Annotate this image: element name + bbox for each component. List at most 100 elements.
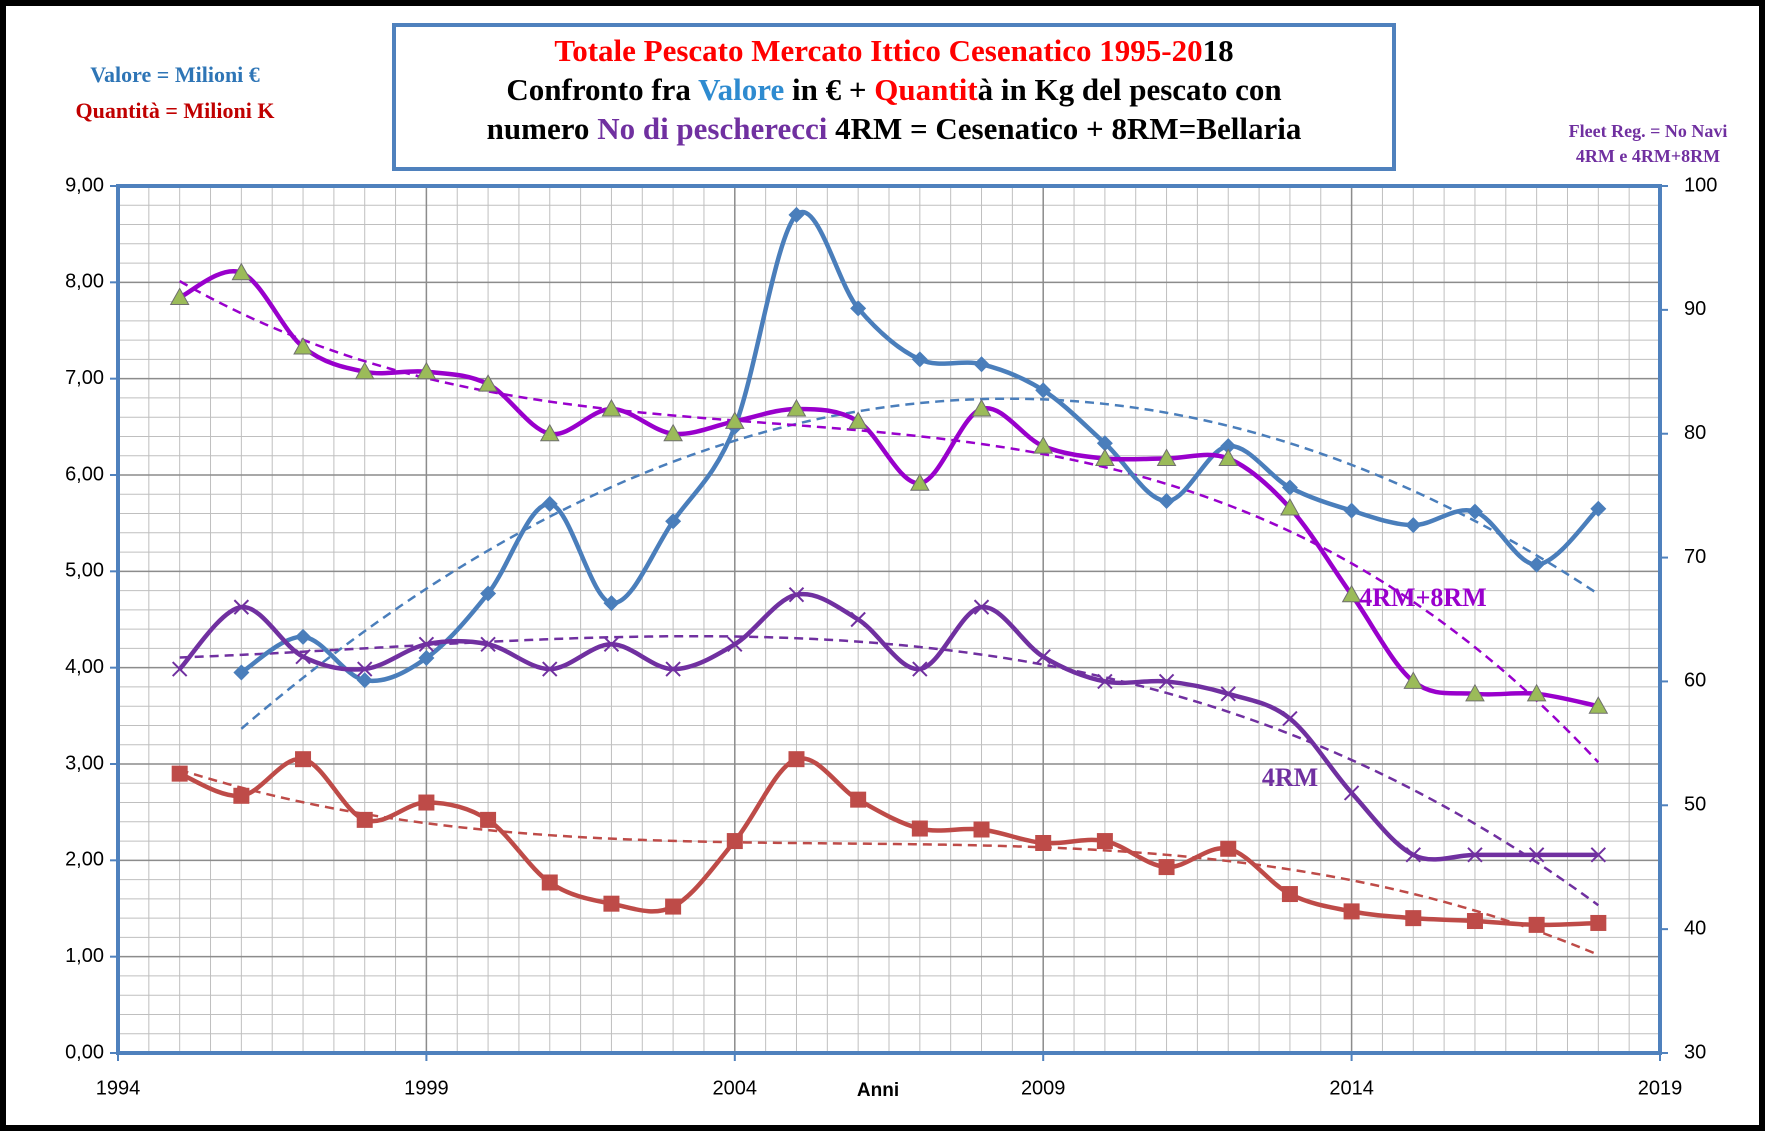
marker <box>973 821 990 838</box>
marker <box>1343 785 1360 801</box>
x-tick-label: 2019 <box>1638 1077 1683 1099</box>
y-tick-label: 4,00 <box>65 656 104 678</box>
marker <box>909 473 930 491</box>
y2-tick-label: 90 <box>1684 298 1706 320</box>
y-tick-label: 2,00 <box>65 849 104 871</box>
title-segment: 18 <box>1203 33 1234 68</box>
marker <box>1220 686 1236 702</box>
marker <box>233 599 250 615</box>
marker <box>1403 671 1424 689</box>
marker <box>1158 493 1175 510</box>
series-label: 4RM+8RM <box>1359 583 1486 612</box>
marker <box>603 595 620 612</box>
marker <box>911 351 928 368</box>
y2-tick-label: 30 <box>1684 1041 1706 1063</box>
title-segment: à in Kg del pescato con <box>978 72 1282 107</box>
x-axis-label: Anni <box>857 1080 899 1101</box>
marker <box>416 361 437 380</box>
marker <box>850 611 866 628</box>
title-segment: No di pescherecci <box>597 111 828 146</box>
marker <box>911 820 928 837</box>
title-segment: 4RM = Cesenatico + 8RM=Bellaria <box>827 111 1301 146</box>
marker <box>171 661 188 677</box>
y2-tick-label: 50 <box>1684 794 1706 816</box>
marker <box>1405 910 1422 927</box>
marker <box>293 336 313 355</box>
marker <box>357 661 373 677</box>
marker <box>1590 914 1607 931</box>
marker <box>233 664 250 681</box>
marker <box>1466 913 1483 930</box>
marker <box>1343 502 1360 519</box>
marker <box>1220 840 1237 857</box>
marker <box>1526 683 1547 702</box>
marker <box>354 361 375 380</box>
marker <box>1220 438 1237 455</box>
marker <box>1095 448 1115 466</box>
marker <box>295 648 311 665</box>
marker <box>171 765 188 782</box>
marker <box>541 874 558 891</box>
marker <box>1281 479 1298 496</box>
title-segment: Quantit <box>874 72 978 107</box>
series-label: 4RM <box>1262 763 1318 792</box>
marker <box>1588 696 1609 714</box>
unit-note: Quantità = Milioni K <box>76 98 275 123</box>
marker <box>418 636 435 652</box>
y2-tick-label: 60 <box>1684 670 1706 692</box>
marker <box>295 628 312 645</box>
marker <box>541 495 558 512</box>
marker <box>1280 498 1300 516</box>
marker <box>1528 847 1545 863</box>
marker <box>850 791 867 808</box>
marker <box>1341 584 1362 603</box>
y2-tick-label: 40 <box>1684 917 1706 939</box>
marker <box>724 411 745 429</box>
marker <box>1097 673 1113 690</box>
x-tick-label: 2004 <box>713 1077 758 1099</box>
title-segment: Totale Pescato Mercato Ittico Cesenatico… <box>554 33 1202 68</box>
marker <box>912 661 928 677</box>
marker <box>356 811 373 828</box>
unit-note: Valore = Milioni € <box>90 62 260 87</box>
y-tick-label: 3,00 <box>65 752 104 774</box>
marker <box>1156 448 1177 466</box>
marker <box>418 650 435 667</box>
marker <box>727 636 743 652</box>
title-segment: in € + <box>784 72 874 107</box>
marker <box>1035 834 1052 851</box>
y-tick-label: 8,00 <box>65 271 104 293</box>
x-tick-label: 2014 <box>1329 1077 1374 1099</box>
marker <box>480 585 497 602</box>
title-segment: numero <box>487 111 598 146</box>
y-tick-label: 1,00 <box>65 945 104 967</box>
marker <box>1218 448 1239 466</box>
marker <box>726 833 743 850</box>
marker <box>788 206 805 223</box>
marker <box>788 587 805 603</box>
marker <box>665 513 682 530</box>
marker <box>971 398 992 417</box>
trend-line <box>179 280 1600 764</box>
marker <box>973 356 990 373</box>
marker <box>786 398 807 417</box>
y-tick-label: 7,00 <box>65 367 104 389</box>
trend-line <box>179 768 1599 956</box>
y2-tick-label: 70 <box>1684 546 1706 568</box>
unit-note: Fleet Reg. = No Navi <box>1569 121 1728 141</box>
x-tick-label: 1999 <box>404 1077 449 1099</box>
x-tick-label: 2009 <box>1021 1077 1066 1099</box>
marker <box>1465 683 1485 702</box>
marker <box>603 895 620 912</box>
marker <box>603 636 620 652</box>
marker <box>418 794 435 811</box>
marker <box>1405 847 1421 863</box>
marker <box>231 262 252 281</box>
trend-line <box>179 634 1600 907</box>
marker <box>542 661 558 677</box>
marker <box>1281 886 1298 903</box>
marker <box>1528 556 1545 573</box>
x-tick-label: 1994 <box>96 1077 141 1099</box>
marker <box>1096 833 1113 850</box>
